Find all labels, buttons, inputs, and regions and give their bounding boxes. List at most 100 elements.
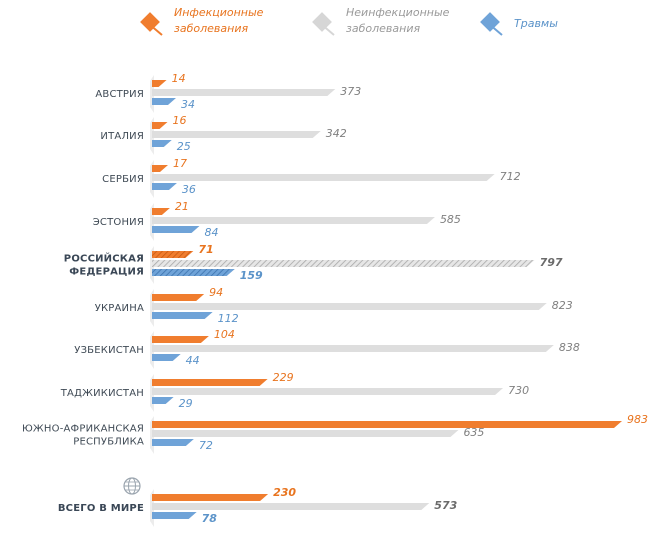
category-label: УЗБЕКИСТАН — [74, 345, 144, 356]
bar-infectious — [152, 251, 194, 258]
bar-injuries — [152, 98, 176, 105]
value-label-injuries: 25 — [177, 140, 191, 153]
value-label-infectious: 94 — [209, 286, 223, 299]
legend-swatch-tail-injuries — [488, 23, 503, 36]
value-label-noninfectious: 838 — [559, 341, 580, 354]
row-0: АВСТРИЯ 14 373 34 — [95, 72, 361, 113]
row-2: СЕРБИЯ 17 712 36 — [102, 157, 521, 198]
value-label-noninfectious: 823 — [552, 299, 573, 312]
bar-injuries — [152, 354, 181, 361]
bar-injuries — [152, 226, 200, 233]
value-label-injuries: 72 — [199, 439, 213, 452]
bar-noninfectious — [152, 89, 336, 96]
value-label-infectious: 229 — [273, 371, 294, 384]
bar-infectious — [152, 421, 622, 428]
legend-label-noninfectious: заболевания — [346, 22, 420, 35]
bar-noninfectious — [152, 345, 554, 352]
row-8: ЮЖНО-АФРИКАНСКАЯ РЕСПУБЛИКА 983 635 72 — [22, 413, 648, 454]
legend-swatch-infectious — [140, 12, 160, 32]
bar-noninfectious — [152, 131, 321, 138]
bar-infectious — [152, 80, 167, 87]
chart-rows: АВСТРИЯ 14 373 34 ИТАЛИЯ 16 342 25 СЕРБИЯ 17 712 36… — [22, 72, 648, 527]
category-label: ФЕДЕРАЦИЯ — [69, 267, 144, 278]
legend-label-infectious: Инфекционные — [174, 6, 264, 19]
legend-item-injuries: Травмы — [480, 12, 558, 36]
category-label: ЮЖНО-АФРИКАНСКАЯ — [22, 424, 144, 435]
bar-noninfectious — [152, 303, 547, 310]
category-label: УКРАИНА — [95, 303, 144, 314]
bar-infectious — [152, 379, 268, 386]
legend-item-infectious: Инфекционные заболевания — [140, 6, 264, 36]
row-4: РОССИЙСКАЯ ФЕДЕРАЦИЯ 71 797 159 — [64, 243, 563, 284]
value-label-injuries: 44 — [186, 354, 200, 367]
value-label-infectious: 14 — [172, 72, 186, 85]
value-label-infectious: 71 — [198, 243, 213, 256]
bar-infectious — [152, 494, 269, 501]
value-label-noninfectious: 373 — [340, 85, 361, 98]
row-3: ЭСТОНИЯ 21 585 84 — [93, 200, 461, 241]
value-label-noninfectious: 585 — [440, 213, 461, 226]
bar-infectious — [152, 208, 170, 215]
legend-item-noninfectious: Неинфекционные заболевания — [312, 6, 450, 36]
legend-swatch-tail-noninfectious — [320, 23, 335, 36]
value-label-injuries: 112 — [218, 312, 239, 325]
bar-infectious — [152, 336, 209, 343]
value-label-infectious: 230 — [273, 486, 296, 499]
value-label-noninfectious: 635 — [463, 426, 484, 439]
value-label-injuries: 159 — [240, 269, 263, 282]
category-label: ВСЕГО В МИРЕ — [58, 503, 144, 514]
value-label-infectious: 104 — [214, 328, 235, 341]
bar-infectious — [152, 165, 168, 172]
row-9: ВСЕГО В МИРЕ 230 573 78 — [58, 477, 458, 527]
bar-injuries — [152, 397, 174, 404]
value-label-infectious: 983 — [627, 413, 648, 426]
category-label: РЕСПУБЛИКА — [73, 437, 144, 448]
value-label-infectious: 16 — [173, 114, 187, 127]
bar-noninfectious — [152, 503, 430, 510]
value-label-noninfectious: 730 — [508, 384, 529, 397]
bar-noninfectious — [152, 430, 459, 437]
bar-noninfectious — [152, 217, 435, 224]
value-label-noninfectious: 573 — [434, 499, 457, 512]
category-label: ТАДЖИКИСТАН — [60, 388, 144, 399]
legend-swatch-injuries — [480, 12, 500, 32]
bar-injuries — [152, 312, 213, 319]
value-label-infectious: 17 — [173, 157, 187, 170]
bar-injuries — [152, 140, 172, 147]
bar-noninfectious — [152, 174, 495, 181]
legend: Инфекционные заболевания Неинфекционные заб… — [140, 6, 558, 36]
value-label-noninfectious: 712 — [500, 170, 521, 183]
category-label: ЭСТОНИЯ — [93, 217, 144, 228]
legend-label-infectious: заболевания — [174, 22, 248, 35]
row-7: ТАДЖИКИСТАН 229 730 29 — [60, 371, 529, 412]
category-label: СЕРБИЯ — [102, 174, 144, 185]
bar-noninfectious — [152, 388, 504, 395]
bar-infectious — [152, 294, 205, 301]
bar-injuries — [152, 512, 197, 519]
row-6: УЗБЕКИСТАН 104 838 44 — [74, 328, 580, 369]
row-5: УКРАИНА 94 823 112 — [95, 286, 573, 327]
category-label: АВСТРИЯ — [95, 89, 144, 100]
value-label-injuries: 78 — [202, 512, 218, 525]
value-label-noninfectious: 797 — [540, 256, 563, 269]
bar-injuries — [152, 439, 194, 446]
bar-injuries — [152, 183, 177, 190]
value-label-injuries: 36 — [182, 183, 196, 196]
legend-label-noninfectious: Неинфекционные — [346, 6, 450, 19]
bar-noninfectious — [152, 260, 535, 267]
category-label: ИТАЛИЯ — [100, 131, 144, 142]
row-1: ИТАЛИЯ 16 342 25 — [100, 114, 347, 155]
bar-injuries — [152, 269, 235, 276]
legend-swatch-noninfectious — [312, 12, 332, 32]
value-label-injuries: 84 — [204, 226, 218, 239]
value-label-noninfectious: 342 — [326, 127, 347, 140]
legend-swatch-tail-infectious — [148, 23, 163, 36]
value-label-injuries: 29 — [179, 397, 193, 410]
legend-label-injuries: Травмы — [514, 17, 558, 30]
value-label-infectious: 21 — [175, 200, 189, 213]
bar-infectious — [152, 122, 168, 129]
category-label: РОССИЙСКАЯ — [64, 252, 144, 265]
globe-icon — [123, 477, 141, 495]
value-label-injuries: 34 — [181, 98, 195, 111]
